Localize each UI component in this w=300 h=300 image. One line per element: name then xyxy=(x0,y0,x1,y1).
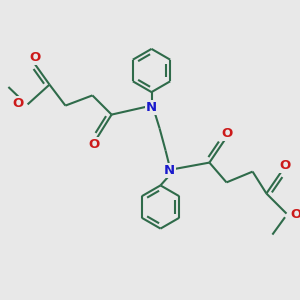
Text: O: O xyxy=(290,208,300,221)
Text: O: O xyxy=(279,159,291,172)
Text: O: O xyxy=(88,138,100,151)
Text: O: O xyxy=(13,97,24,110)
Text: N: N xyxy=(146,101,157,114)
Text: N: N xyxy=(164,164,175,177)
Text: O: O xyxy=(29,51,40,64)
Text: O: O xyxy=(221,127,232,140)
